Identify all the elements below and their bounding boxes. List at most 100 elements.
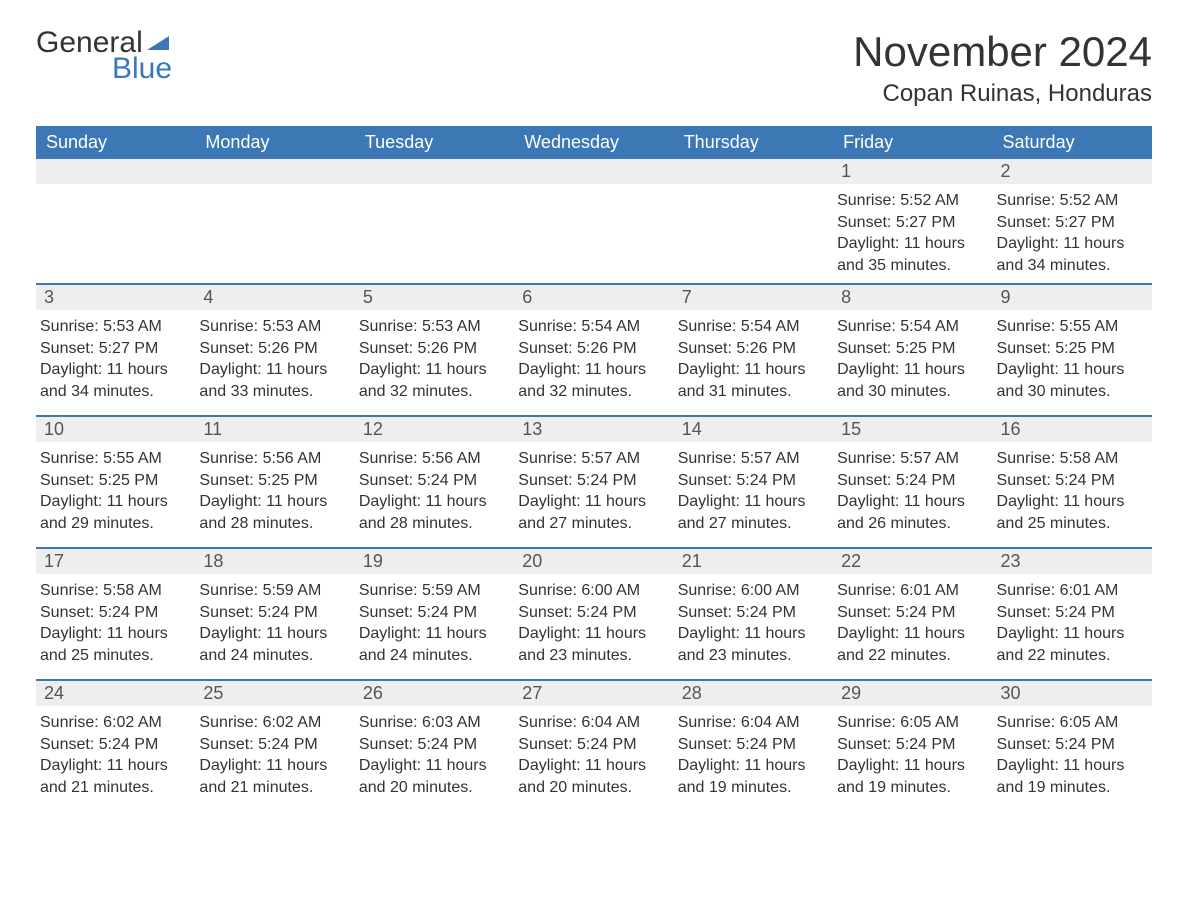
sunrise-line: Sunrise: 5:58 AM (997, 448, 1144, 470)
calendar-day-cell: 25Sunrise: 6:02 AMSunset: 5:24 PMDayligh… (195, 679, 354, 811)
daylight-line: Daylight: 11 hours and 30 minutes. (997, 359, 1144, 402)
sunrise-line: Sunrise: 5:53 AM (359, 316, 506, 338)
day-number: 11 (203, 419, 222, 439)
sunrise-line-label: Sunrise (837, 192, 891, 209)
daylight-line-label: Daylight (997, 361, 1055, 378)
calendar-day-cell: 15Sunrise: 5:57 AMSunset: 5:24 PMDayligh… (833, 415, 992, 547)
sunrise-line: Sunrise: 5:56 AM (199, 448, 346, 470)
sunset-line: Sunset: 5:26 PM (199, 338, 346, 360)
daylight-line: Daylight: 11 hours and 20 minutes. (518, 755, 665, 798)
sunset-line-value: 5:24 PM (99, 604, 159, 621)
day-details: Sunrise: 6:01 AMSunset: 5:24 PMDaylight:… (993, 574, 1152, 670)
sunrise-line-label: Sunrise (997, 192, 1051, 209)
day-details: Sunrise: 5:55 AMSunset: 5:25 PMDaylight:… (36, 442, 195, 538)
daylight-line-label: Daylight (359, 625, 417, 642)
sunset-line-label: Sunset (359, 604, 409, 621)
daylight-line-label: Daylight (359, 361, 417, 378)
sunrise-line-label: Sunrise (199, 318, 253, 335)
day-number-bar: 1 (833, 159, 992, 184)
daylight-line-label: Daylight (40, 493, 98, 510)
sunset-line-value: 5:25 PM (1055, 340, 1115, 357)
day-number: 25 (203, 683, 223, 703)
day-number-bar (355, 159, 514, 184)
day-number-bar: 23 (993, 547, 1152, 574)
daylight-line: Daylight: 11 hours and 32 minutes. (518, 359, 665, 402)
day-number-bar: 26 (355, 679, 514, 706)
calendar-day-cell: 11Sunrise: 5:56 AMSunset: 5:25 PMDayligh… (195, 415, 354, 547)
day-details: Sunrise: 5:52 AMSunset: 5:27 PMDaylight:… (833, 184, 992, 280)
sunset-line-value: 5:24 PM (896, 736, 956, 753)
daylight-line-label: Daylight (837, 493, 895, 510)
day-number: 9 (1001, 287, 1011, 307)
sunrise-line-value: 5:54 AM (900, 318, 959, 335)
brand-triangle-icon (147, 36, 169, 50)
sunrise-line-label: Sunrise (518, 582, 572, 599)
daylight-line: Daylight: 11 hours and 23 minutes. (678, 623, 825, 666)
day-details: Sunrise: 6:01 AMSunset: 5:24 PMDaylight:… (833, 574, 992, 670)
day-number: 27 (522, 683, 542, 703)
sunset-line-label: Sunset (837, 736, 887, 753)
sunrise-line-value: 5:58 AM (1060, 450, 1119, 467)
calendar-day-cell (674, 159, 833, 283)
sunset-line: Sunset: 5:24 PM (359, 734, 506, 756)
sunrise-line-label: Sunrise (837, 450, 891, 467)
sunrise-line-label: Sunrise (359, 318, 413, 335)
sunrise-line-value: 6:02 AM (103, 714, 162, 731)
day-number: 13 (522, 419, 542, 439)
sunrise-line-value: 5:55 AM (1060, 318, 1119, 335)
day-number-bar: 24 (36, 679, 195, 706)
sunrise-line-label: Sunrise (678, 450, 732, 467)
calendar-day-cell: 27Sunrise: 6:04 AMSunset: 5:24 PMDayligh… (514, 679, 673, 811)
calendar-day-cell (514, 159, 673, 283)
sunset-line: Sunset: 5:24 PM (997, 734, 1144, 756)
sunset-line: Sunset: 5:24 PM (40, 734, 187, 756)
day-details: Sunrise: 5:57 AMSunset: 5:24 PMDaylight:… (674, 442, 833, 538)
sunset-line: Sunset: 5:27 PM (40, 338, 187, 360)
sunrise-line: Sunrise: 5:57 AM (837, 448, 984, 470)
sunset-line-value: 5:24 PM (736, 604, 796, 621)
day-number: 8 (841, 287, 851, 307)
day-number: 26 (363, 683, 383, 703)
sunrise-line-label: Sunrise (199, 714, 253, 731)
calendar-week-row: 24Sunrise: 6:02 AMSunset: 5:24 PMDayligh… (36, 679, 1152, 811)
sunrise-line: Sunrise: 6:00 AM (518, 580, 665, 602)
day-details: Sunrise: 5:58 AMSunset: 5:24 PMDaylight:… (36, 574, 195, 670)
weekday-header: Sunday (36, 126, 195, 159)
sunset-line-label: Sunset (199, 604, 249, 621)
calendar-day-cell (355, 159, 514, 283)
sunset-line-value: 5:24 PM (1055, 472, 1115, 489)
sunrise-line: Sunrise: 6:03 AM (359, 712, 506, 734)
sunset-line-value: 5:24 PM (258, 736, 318, 753)
day-details: Sunrise: 5:57 AMSunset: 5:24 PMDaylight:… (833, 442, 992, 538)
daylight-line: Daylight: 11 hours and 27 minutes. (678, 491, 825, 534)
daylight-line-label: Daylight (997, 757, 1055, 774)
sunset-line-value: 5:24 PM (577, 604, 637, 621)
sunrise-line-value: 5:54 AM (581, 318, 640, 335)
sunset-line-label: Sunset (359, 472, 409, 489)
calendar-day-cell: 12Sunrise: 5:56 AMSunset: 5:24 PMDayligh… (355, 415, 514, 547)
day-number: 22 (841, 551, 861, 571)
day-number-bar: 10 (36, 415, 195, 442)
daylight-line-label: Daylight (40, 361, 98, 378)
sunset-line-label: Sunset (359, 736, 409, 753)
day-number-bar: 6 (514, 283, 673, 310)
sunset-line: Sunset: 5:24 PM (199, 602, 346, 624)
day-number: 16 (1001, 419, 1021, 439)
sunset-line-value: 5:24 PM (896, 472, 956, 489)
sunset-line-value: 5:24 PM (577, 472, 637, 489)
sunrise-line: Sunrise: 5:59 AM (199, 580, 346, 602)
day-number: 28 (682, 683, 702, 703)
sunset-line: Sunset: 5:27 PM (997, 212, 1144, 234)
day-number-bar: 7 (674, 283, 833, 310)
daylight-line-label: Daylight (678, 625, 736, 642)
sunset-line-label: Sunset (837, 340, 887, 357)
daylight-line: Daylight: 11 hours and 26 minutes. (837, 491, 984, 534)
calendar-day-cell: 18Sunrise: 5:59 AMSunset: 5:24 PMDayligh… (195, 547, 354, 679)
calendar-day-cell: 7Sunrise: 5:54 AMSunset: 5:26 PMDaylight… (674, 283, 833, 415)
daylight-line: Daylight: 11 hours and 31 minutes. (678, 359, 825, 402)
sunrise-line-value: 5:56 AM (263, 450, 322, 467)
sunset-line-value: 5:24 PM (418, 604, 478, 621)
day-number-bar: 29 (833, 679, 992, 706)
sunset-line-value: 5:24 PM (736, 472, 796, 489)
sunset-line: Sunset: 5:25 PM (199, 470, 346, 492)
